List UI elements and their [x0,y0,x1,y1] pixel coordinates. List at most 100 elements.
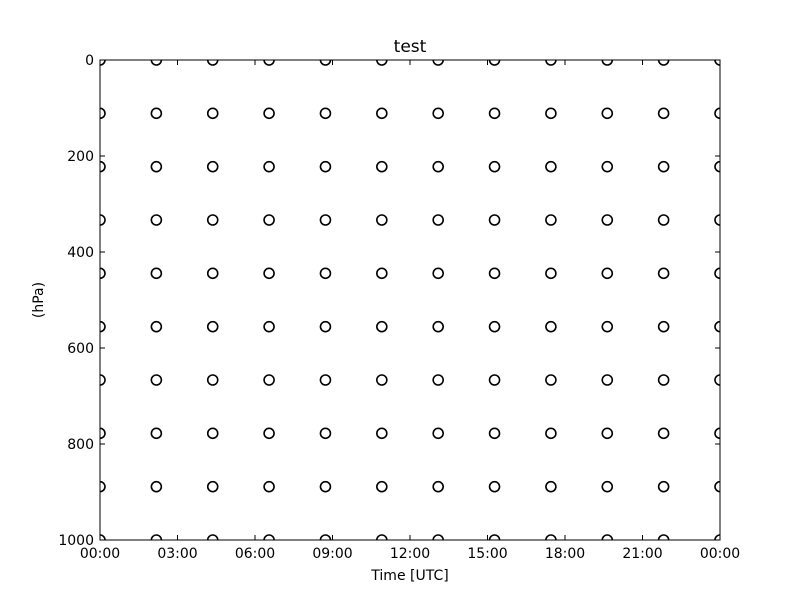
data-point [488,267,501,280]
data-point [545,534,557,540]
data-point [206,60,219,66]
data-point [263,160,275,173]
data-point [150,534,163,540]
y-tick-label: 600 [67,341,94,357]
data-point [714,214,720,226]
data-point [206,427,219,440]
data-point [319,214,332,226]
data-point [150,60,163,66]
data-point [657,480,670,493]
data-point [150,267,163,280]
data-point [488,320,501,333]
data-point [263,480,275,493]
data-point [206,107,219,120]
data-point [432,320,444,333]
y-tick-label: 200 [67,149,94,165]
data-point [488,160,501,173]
data-point [657,160,670,173]
data-point [376,320,388,333]
data-point [601,214,614,226]
data-point [657,534,670,540]
data-point [100,320,106,333]
data-point [319,374,332,386]
data-point [545,267,557,280]
data-point [432,214,444,226]
data-point [319,320,332,333]
data-point [206,534,219,540]
data-point [488,60,501,66]
data-point [376,107,388,120]
data-point [150,480,163,493]
data-point [319,160,332,173]
data-point [376,374,388,386]
x-axis-label: Time [UTC] [370,568,448,584]
x-tick-label: 00:00 [700,546,740,562]
data-point [601,480,614,493]
data-point [432,534,444,540]
x-tick-label: 09:00 [312,546,352,562]
data-point [545,374,557,386]
data-point [657,427,670,440]
data-point [714,160,720,173]
data-point [545,107,557,120]
data-point [488,427,501,440]
data-point [488,534,501,540]
data-point [601,160,614,173]
x-tick-label: 00:00 [80,546,120,562]
data-point [488,480,501,493]
data-point [263,427,275,440]
data-point [263,267,275,280]
data-point [657,214,670,226]
data-point [545,60,557,66]
data-point [714,480,720,493]
data-point [714,374,720,386]
data-point [657,374,670,386]
data-point [150,427,163,440]
data-point [376,160,388,173]
y-tick-label: 400 [67,245,94,261]
data-point [206,480,219,493]
data-point [150,107,163,120]
data-point [206,374,219,386]
data-point [319,480,332,493]
data-point [488,214,501,226]
data-point [432,267,444,280]
data-point [657,320,670,333]
data-point [601,427,614,440]
data-point [263,374,275,386]
data-point [100,160,106,173]
y-tick-label: 800 [67,437,94,453]
data-point [601,267,614,280]
data-point [263,534,275,540]
y-tick-label: 0 [85,53,94,69]
data-point [263,60,275,66]
data-point [601,374,614,386]
data-point [100,427,106,440]
data-point [601,107,614,120]
data-point [319,534,332,540]
data-point [432,374,444,386]
data-point [100,267,106,280]
data-point [714,427,720,440]
data-point [545,480,557,493]
data-point [545,160,557,173]
data-point [206,267,219,280]
data-point [488,107,501,120]
data-point [657,107,670,120]
data-point [545,427,557,440]
data-point [263,107,275,120]
x-tick-label: 18:00 [545,546,585,562]
data-point [150,214,163,226]
data-point [100,374,106,386]
data-point [376,60,388,66]
plot-frame [99,59,721,541]
data-point [714,320,720,333]
data-point [601,534,614,540]
data-point [545,320,557,333]
data-point [432,160,444,173]
data-point [657,267,670,280]
data-point [488,374,501,386]
data-point [545,214,557,226]
data-point [376,214,388,226]
